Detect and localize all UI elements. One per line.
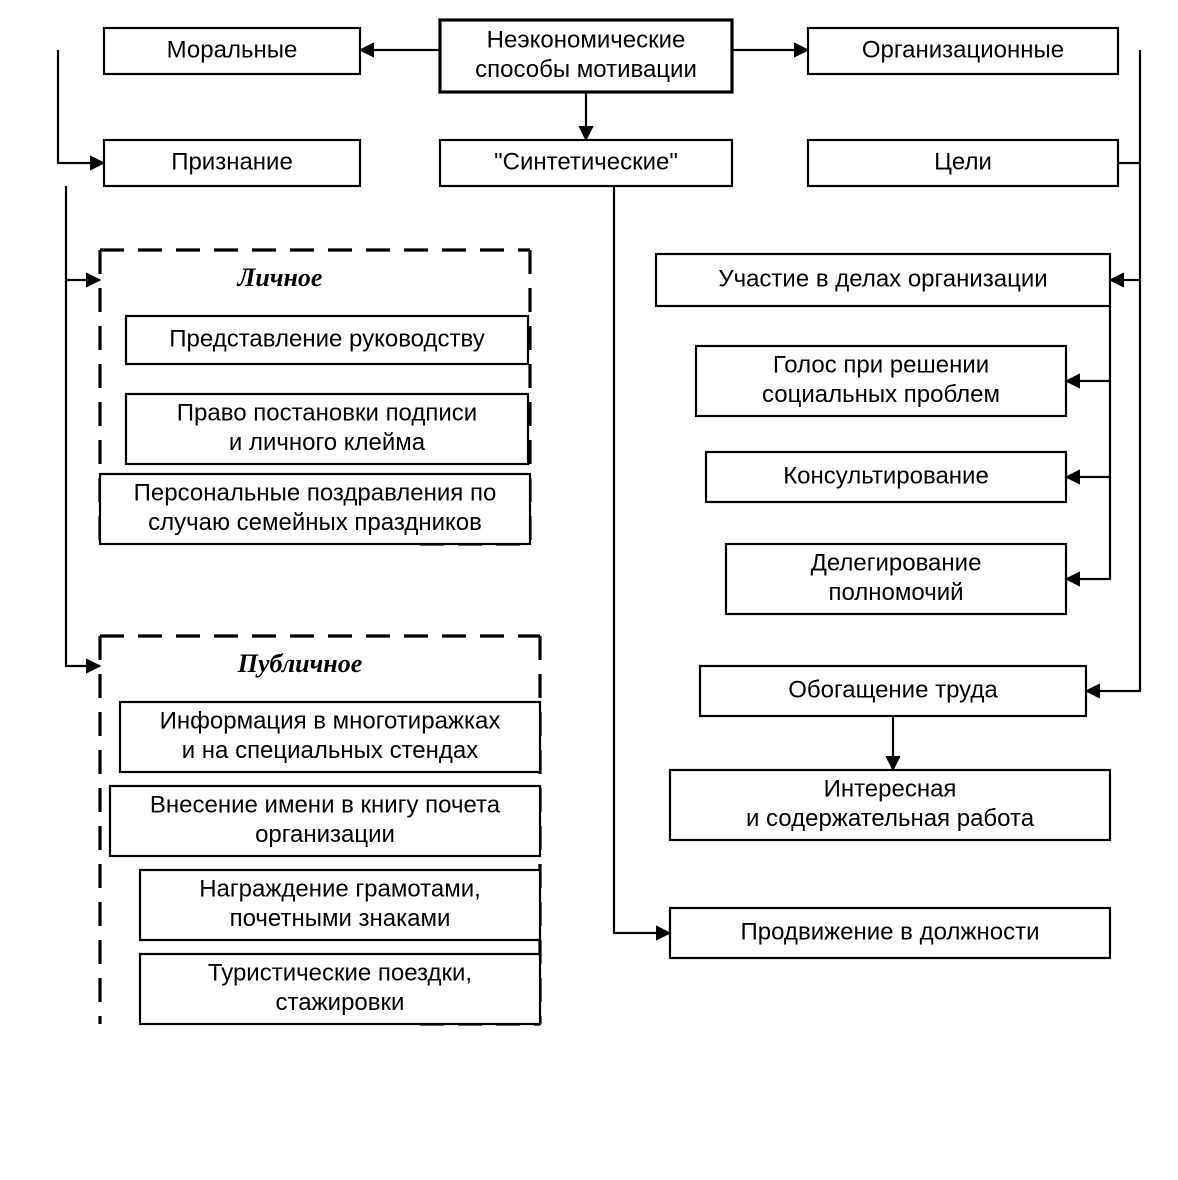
node-r_promotion-line0: Продвижение в должности — [741, 918, 1040, 945]
node-p3-line1: случаю семейных праздников — [148, 509, 482, 536]
node-q1-line1: и на специальных стендах — [182, 737, 479, 764]
node-goals-line0: Цели — [934, 148, 992, 175]
node-q2-line1: организации — [255, 821, 395, 848]
node-p2-line1: и личного клейма — [229, 429, 426, 456]
node-q2-line0: Внесение имени в книгу почета — [150, 792, 501, 819]
node-q3-line0: Награждение грамотами, — [199, 876, 481, 903]
node-q3-line1: почетными знаками — [230, 905, 451, 932]
public_title-title: Публичное — [237, 649, 363, 678]
node-org-line0: Организационные — [862, 36, 1064, 63]
node-r_interesting-line1: и содержательная работа — [746, 805, 1035, 832]
node-p1-line0: Представление руководству — [169, 325, 484, 352]
node-r_voice-line0: Голос при решении — [773, 352, 989, 379]
node-recognition-line0: Признание — [171, 148, 293, 175]
node-r_participation-line0: Участие в делах организации — [718, 265, 1047, 292]
node-q4-line1: стажировки — [276, 989, 405, 1016]
node-q1-line0: Информация в многотиражках — [160, 708, 501, 735]
node-p2-line0: Право постановки подписи — [177, 400, 477, 427]
personal_title-title: Личное — [237, 263, 323, 292]
node-r_consult-line0: Консультирование — [783, 462, 989, 489]
node-r_interesting-line0: Интересная — [824, 776, 957, 803]
node-r_delegate-line0: Делегирование — [811, 550, 982, 577]
node-r_voice-line1: социальных проблем — [762, 381, 1000, 408]
node-synthetic-line0: "Синтетические" — [494, 148, 678, 175]
node-r_delegate-line1: полномочий — [828, 579, 963, 606]
node-r_enrich-line0: Обогащение труда — [788, 676, 998, 703]
node-q4-line0: Туристические поездки, — [208, 960, 472, 987]
node-root-line0: Неэкономические — [487, 27, 686, 54]
node-moral-line0: Моральные — [167, 36, 298, 63]
node-p3-line0: Персональные поздравления по — [134, 480, 497, 507]
node-root-line1: способы мотивации — [475, 56, 697, 83]
